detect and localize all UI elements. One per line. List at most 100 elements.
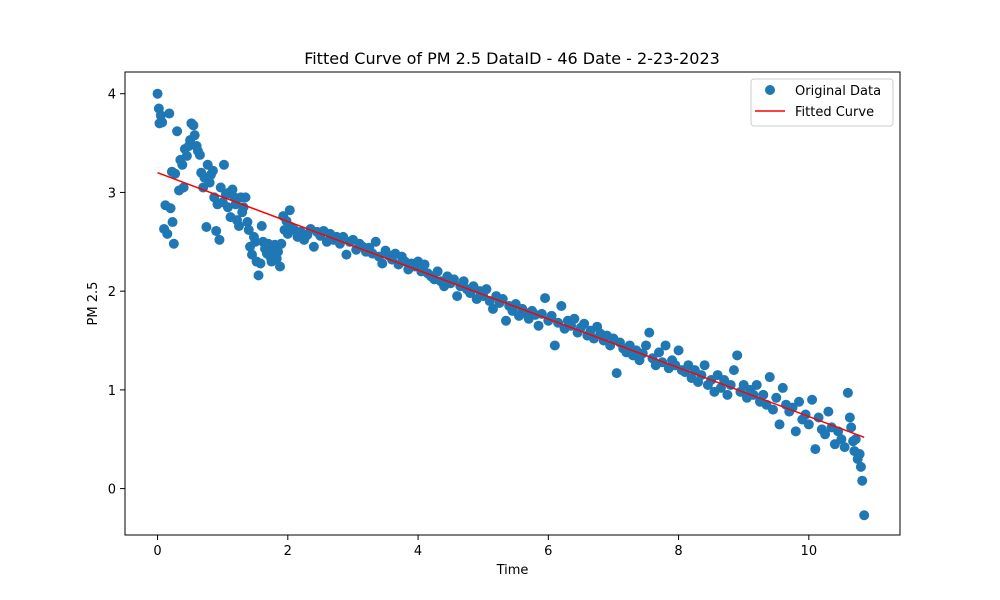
- data-point: [201, 221, 212, 232]
- fitted-curve: [157, 171, 865, 438]
- data-point: [370, 236, 381, 247]
- data-point: [758, 389, 769, 400]
- fitted-curve-line: [157, 171, 865, 438]
- legend-marker-original-data: [765, 85, 775, 95]
- data-point: [540, 293, 551, 304]
- y-tick-label: 1: [108, 384, 116, 399]
- data-point: [857, 475, 868, 486]
- data-point: [481, 284, 492, 295]
- x-axis: 0 2 4 6 8 10: [153, 535, 817, 559]
- data-point: [836, 434, 847, 445]
- data-point: [846, 422, 857, 433]
- data-point: [250, 236, 261, 247]
- data-point: [284, 205, 295, 216]
- data-point: [660, 340, 671, 351]
- data-point: [188, 120, 199, 131]
- data-point: [673, 345, 684, 356]
- data-point: [611, 368, 622, 379]
- y-tick-label: 2: [108, 285, 116, 300]
- data-point: [167, 217, 178, 228]
- data-point: [546, 310, 557, 321]
- data-point: [419, 259, 430, 270]
- data-point: [644, 327, 655, 338]
- data-point: [859, 510, 870, 521]
- data-point: [803, 419, 814, 430]
- data-point: [715, 382, 726, 393]
- y-tick-label: 0: [108, 483, 116, 498]
- data-point: [569, 313, 580, 324]
- data-point: [273, 246, 284, 257]
- data-point: [211, 225, 222, 236]
- data-point: [227, 184, 238, 195]
- x-tick-label: 8: [674, 544, 682, 559]
- data-point: [170, 168, 181, 179]
- data-point: [774, 419, 785, 430]
- y-tick-label: 3: [108, 186, 116, 201]
- data-point: [500, 315, 511, 326]
- x-tick-label: 10: [801, 544, 818, 559]
- data-point: [341, 249, 352, 260]
- data-point: [214, 234, 225, 245]
- data-point: [654, 347, 665, 358]
- data-point: [256, 221, 267, 232]
- data-point: [275, 261, 285, 272]
- data-point: [458, 276, 469, 287]
- y-axis-label: PM 2.5: [86, 282, 101, 326]
- data-point: [177, 159, 188, 170]
- data-point: [243, 224, 254, 235]
- data-point: [162, 228, 173, 239]
- data-point: [181, 150, 192, 161]
- data-point: [152, 88, 163, 99]
- data-point: [764, 372, 775, 383]
- data-point: [377, 258, 388, 269]
- x-tick-label: 0: [153, 544, 161, 559]
- data-point: [771, 392, 782, 403]
- x-axis-label: Time: [496, 563, 529, 578]
- legend: Original Data Fitted Curve: [750, 78, 894, 127]
- x-tick-label: 2: [284, 544, 292, 559]
- data-point: [276, 238, 287, 249]
- data-point: [842, 387, 853, 398]
- data-point: [157, 117, 168, 128]
- data-point: [242, 217, 253, 228]
- data-point: [549, 340, 560, 351]
- data-point: [164, 108, 175, 119]
- data-point: [172, 126, 183, 137]
- data-point: [204, 177, 215, 188]
- data-point: [844, 412, 855, 423]
- data-point: [215, 182, 226, 193]
- data-point: [308, 241, 319, 252]
- x-tick-label: 4: [414, 544, 422, 559]
- data-point: [699, 360, 710, 371]
- data-point: [448, 274, 459, 285]
- data-point: [732, 350, 743, 361]
- data-point: [722, 389, 733, 400]
- data-point: [839, 442, 850, 453]
- data-point: [168, 238, 179, 249]
- data-point: [854, 449, 865, 460]
- data-point: [233, 221, 244, 232]
- chart-title: Fitted Curve of PM 2.5 DataID - 46 Date …: [304, 49, 720, 68]
- data-point: [823, 406, 834, 417]
- data-point: [189, 130, 200, 141]
- data-point: [810, 444, 821, 455]
- data-point: [768, 404, 779, 415]
- x-tick-label: 6: [544, 544, 552, 559]
- data-point: [253, 270, 264, 281]
- y-axis: 0 1 2 3 4: [108, 88, 125, 498]
- data-point: [790, 426, 801, 437]
- data-point: [850, 434, 861, 445]
- data-point: [178, 182, 189, 193]
- data-point: [777, 382, 788, 393]
- data-point: [820, 429, 831, 440]
- legend-box: [750, 78, 894, 127]
- scatter-points: [152, 88, 870, 521]
- data-point: [556, 300, 567, 311]
- data-point: [794, 396, 805, 407]
- data-point: [240, 192, 251, 203]
- data-point: [432, 266, 443, 277]
- data-point: [807, 394, 818, 405]
- data-point: [165, 203, 176, 214]
- data-point: [194, 149, 205, 160]
